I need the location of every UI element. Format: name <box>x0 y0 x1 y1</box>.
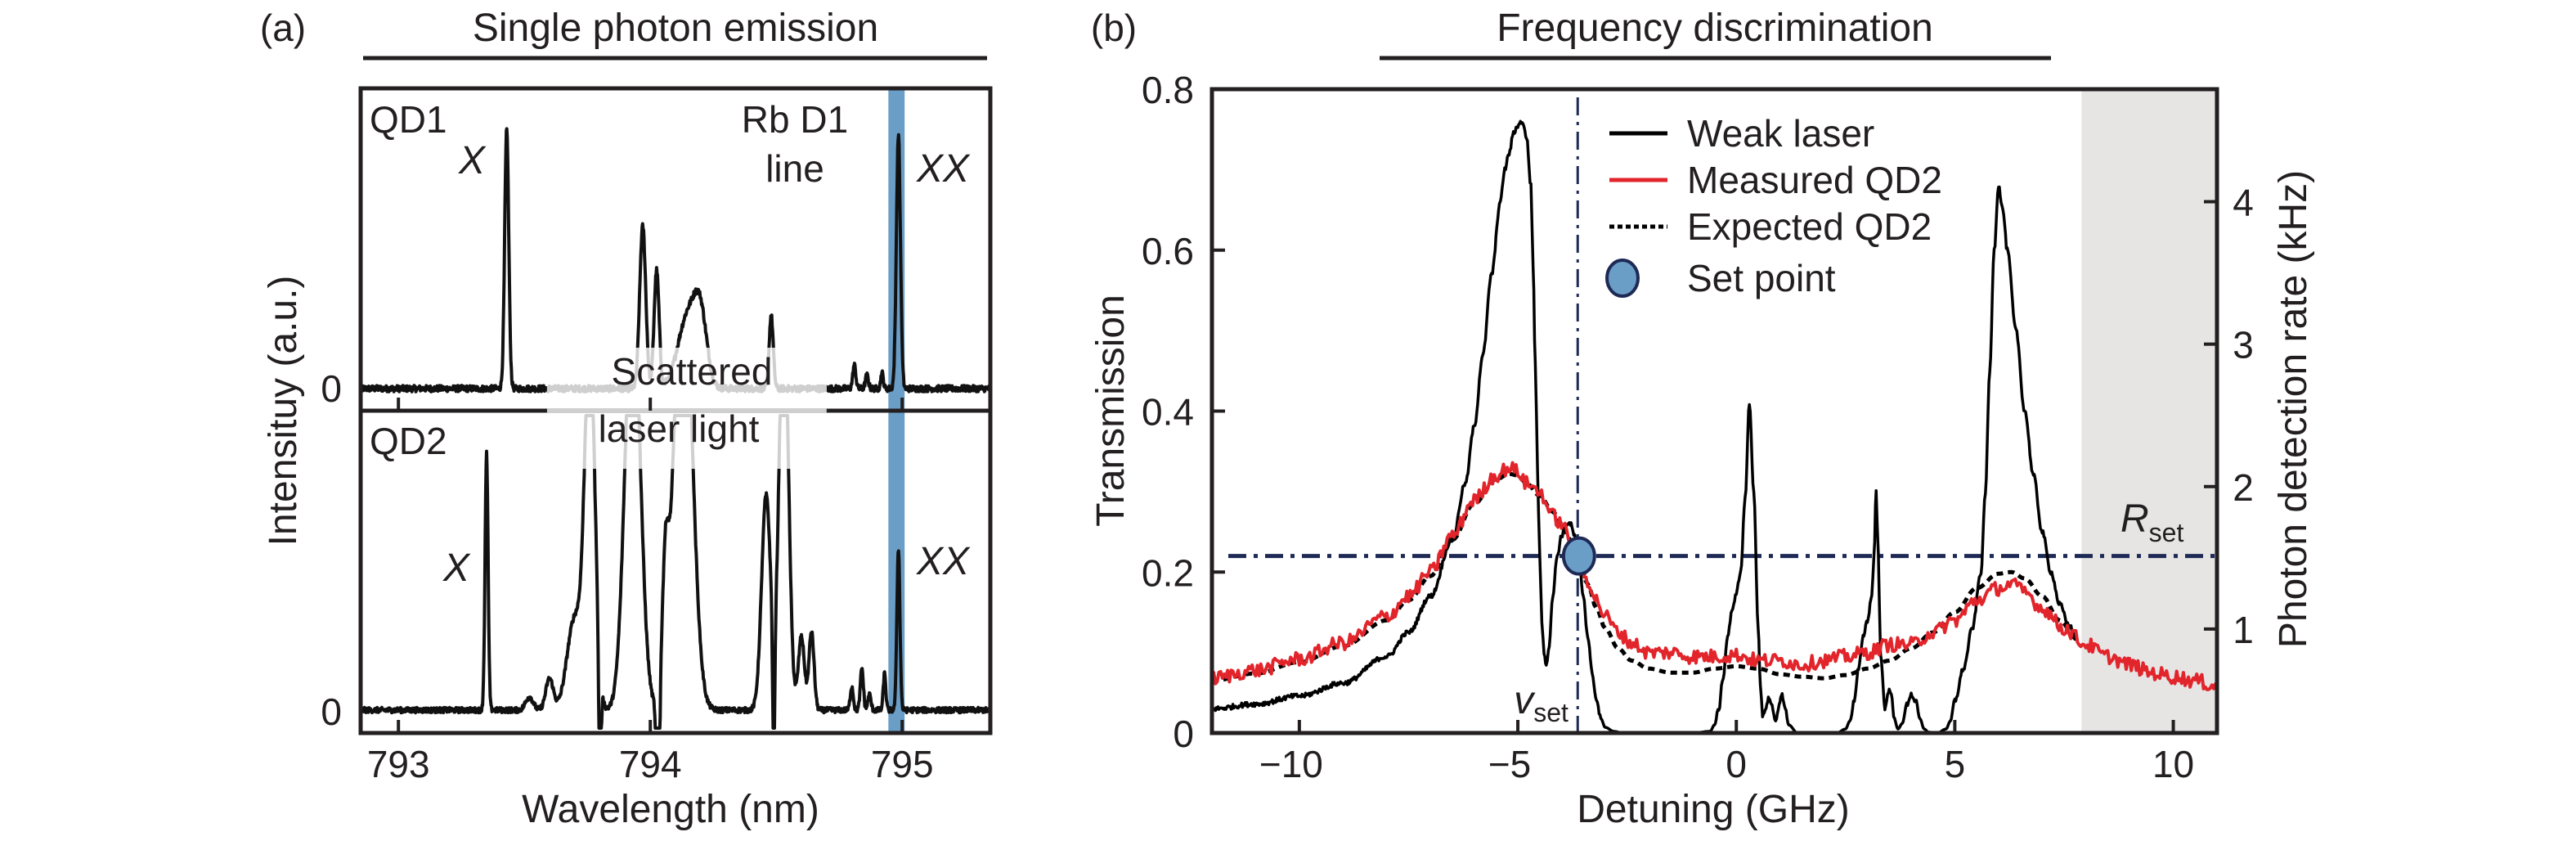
x-tick-label: −10 <box>1259 743 1323 785</box>
panel-a-y-label: Intensituy (a.u.) <box>262 276 305 546</box>
y-tick-label: 0.2 <box>1142 551 1194 594</box>
rb-d1-label-line1: Rb D1 <box>742 98 848 141</box>
legend-item: Set point <box>1605 257 1836 299</box>
qd2-x-label: X <box>442 546 471 590</box>
qd1-zero-label: 0 <box>321 367 342 410</box>
qd1-xx-label: XX <box>916 147 971 191</box>
rb-d1-label-line2: line <box>765 147 824 190</box>
series-measured-qd2 <box>1210 461 2218 691</box>
y-tick-label: 0.6 <box>1142 230 1194 272</box>
legend-label: Measured QD2 <box>1687 159 1942 201</box>
y-tick-label-right: 2 <box>2233 466 2254 509</box>
qd2-label: QD2 <box>370 420 447 462</box>
set-point-marker <box>1561 536 1596 576</box>
spectra <box>361 127 990 730</box>
x-tick-label: 795 <box>871 743 934 785</box>
panel-b-x-label: Detuning (GHz) <box>1577 788 1849 831</box>
x-tick-label: −5 <box>1488 743 1531 785</box>
legend-item: Weak laser <box>1609 112 1874 155</box>
legend-label: Expected QD2 <box>1687 205 1932 248</box>
v-set-label: vset <box>1514 679 1568 727</box>
legend-item: Measured QD2 <box>1609 159 1942 201</box>
panel-a-x-ticks: 793 794 795 <box>367 398 934 785</box>
set-point-marker-group <box>1561 536 1596 576</box>
scattered-label-line1: Scattered <box>612 350 773 393</box>
panel-b-y-label: Transmission <box>1089 295 1133 527</box>
qd1-x-label: X <box>458 139 487 182</box>
y-tick-label-right: 1 <box>2233 609 2254 651</box>
panel-b-y-label-right: Photon detection rate (kHz) <box>2272 170 2315 648</box>
legend-swatch-set-point <box>1605 259 1640 298</box>
qd1-label: QD1 <box>370 98 447 141</box>
reference-lines <box>1228 97 2217 733</box>
panel-b-label: (b) <box>1091 7 1137 49</box>
v-set-subscript: set <box>1533 698 1568 727</box>
qd2-zero-label: 0 <box>321 690 342 733</box>
y-tick-label: 0.4 <box>1142 391 1194 434</box>
legend-label: Weak laser <box>1687 112 1874 155</box>
x-tick-label: 0 <box>1726 743 1747 785</box>
panel-a-title: Single photon emission <box>473 7 878 50</box>
spectrum-qd1-scattered <box>546 348 827 394</box>
r-set-subscript: set <box>2149 518 2184 547</box>
y-tick-label-right: 4 <box>2233 182 2254 224</box>
scattered-label-line2: laser light <box>599 407 760 450</box>
x-tick-label: 10 <box>2152 743 2194 785</box>
legend-label: Set point <box>1687 257 1836 299</box>
x-tick-label: 5 <box>1945 743 1966 785</box>
x-tick-label: 794 <box>619 743 682 785</box>
legend-item: Expected QD2 <box>1609 205 1932 248</box>
shaded-region <box>2081 89 2217 733</box>
y-tick-label: 0.8 <box>1142 69 1194 111</box>
panel-a-x-label: Wavelength (nm) <box>522 788 819 831</box>
y-tick-label-right: 3 <box>2233 324 2254 367</box>
panel-b: (b) Frequency discrimination −10 −5 0 5 10 0 0… <box>1089 7 2315 831</box>
panel-b-ticks: −10 −5 0 5 10 0 0.2 0.4 0.6 0.8 1 2 3 4 <box>1142 69 2254 785</box>
spectrum-qd2-scattered <box>582 414 791 469</box>
panel-a-label: (a) <box>260 7 306 49</box>
panel-b-title: Frequency discrimination <box>1497 7 1933 50</box>
panel-a: (a) Single photon emission 793 794 795 0 0… <box>260 7 993 831</box>
qd2-xx-label: XX <box>916 540 971 583</box>
y-tick-label: 0 <box>1173 713 1194 755</box>
shaded-region-rect <box>2081 89 2217 733</box>
x-tick-label: 793 <box>367 743 430 785</box>
